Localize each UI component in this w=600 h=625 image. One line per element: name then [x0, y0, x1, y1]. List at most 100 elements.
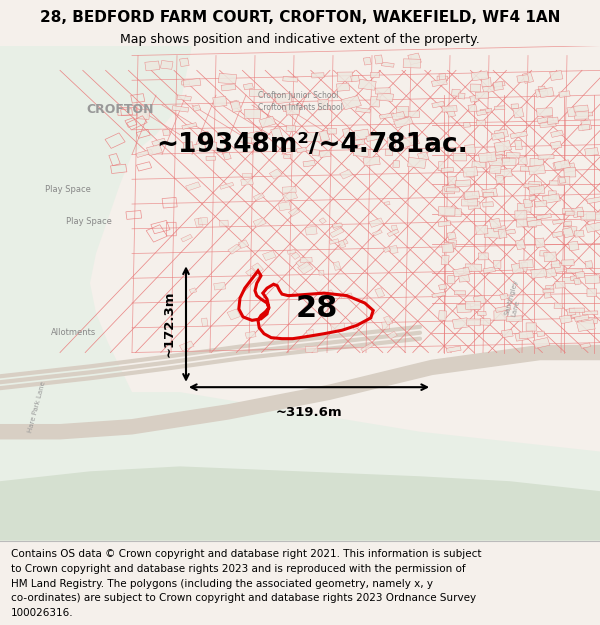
Bar — [282, 148, 292, 154]
Bar — [182, 122, 197, 129]
Bar — [543, 268, 557, 278]
Bar — [463, 167, 478, 177]
Bar — [446, 107, 455, 117]
Bar — [550, 71, 563, 81]
Bar — [577, 211, 584, 217]
Bar — [577, 112, 593, 116]
Bar — [522, 72, 533, 83]
Bar — [538, 86, 545, 91]
Bar — [446, 188, 460, 192]
Bar — [494, 141, 512, 152]
Polygon shape — [0, 466, 600, 541]
Bar — [491, 132, 505, 140]
Bar — [353, 148, 369, 157]
Bar — [227, 309, 241, 320]
Bar — [553, 162, 562, 170]
Bar — [535, 201, 547, 207]
Bar — [581, 120, 592, 130]
Bar — [550, 141, 562, 149]
Bar — [343, 128, 351, 138]
Bar — [527, 219, 542, 227]
Bar — [547, 117, 559, 124]
Bar — [562, 208, 574, 214]
Bar — [444, 242, 454, 251]
Bar — [482, 86, 494, 93]
Bar — [387, 229, 399, 237]
Bar — [476, 110, 487, 116]
Bar — [493, 81, 505, 88]
Bar — [375, 288, 385, 298]
Bar — [442, 186, 455, 194]
Bar — [286, 125, 296, 132]
Bar — [166, 222, 176, 236]
Bar — [241, 179, 253, 186]
Text: Allotments: Allotments — [51, 328, 96, 338]
Bar — [382, 322, 390, 329]
Bar — [476, 226, 488, 234]
Bar — [377, 92, 394, 101]
Text: Play Space: Play Space — [45, 184, 91, 194]
Bar — [558, 176, 570, 185]
Bar — [473, 295, 486, 305]
Bar — [494, 145, 505, 155]
Bar — [278, 202, 291, 211]
Bar — [572, 207, 584, 217]
Bar — [447, 232, 456, 239]
Bar — [513, 107, 524, 118]
Bar — [467, 171, 474, 177]
Bar — [523, 217, 537, 227]
Bar — [136, 129, 150, 138]
Bar — [520, 262, 527, 272]
Bar — [493, 261, 501, 268]
Bar — [581, 318, 598, 324]
Bar — [397, 106, 409, 117]
Bar — [136, 149, 153, 158]
Bar — [355, 139, 365, 145]
Bar — [487, 156, 500, 162]
Bar — [439, 311, 446, 321]
Bar — [238, 240, 249, 248]
Text: Contains OS data © Crown copyright and database right 2021. This information is : Contains OS data © Crown copyright and d… — [11, 549, 481, 559]
Bar — [515, 141, 523, 150]
Bar — [529, 186, 545, 194]
Bar — [201, 131, 211, 142]
Bar — [446, 346, 461, 352]
Bar — [275, 93, 292, 104]
Bar — [452, 318, 469, 329]
Bar — [327, 128, 337, 134]
Bar — [548, 191, 556, 199]
Bar — [388, 138, 396, 146]
Bar — [475, 92, 489, 99]
Bar — [432, 101, 445, 108]
Bar — [251, 263, 263, 273]
Bar — [391, 225, 397, 230]
Bar — [366, 133, 383, 141]
Bar — [442, 106, 457, 112]
Bar — [448, 176, 457, 186]
Bar — [439, 74, 446, 82]
Bar — [523, 199, 533, 208]
Bar — [489, 218, 501, 229]
Bar — [455, 180, 471, 187]
Bar — [374, 55, 383, 64]
Bar — [271, 127, 283, 139]
Bar — [183, 142, 193, 149]
Bar — [467, 305, 481, 311]
Bar — [198, 217, 208, 225]
Bar — [458, 274, 469, 282]
Bar — [118, 107, 137, 115]
Bar — [537, 331, 545, 337]
Bar — [517, 74, 529, 82]
Text: Crofton Junior School: Crofton Junior School — [258, 91, 338, 99]
Bar — [146, 144, 163, 156]
Bar — [519, 331, 533, 339]
Bar — [515, 332, 528, 341]
Bar — [463, 192, 474, 202]
Bar — [329, 239, 339, 244]
Bar — [539, 88, 554, 98]
Bar — [533, 338, 550, 348]
Bar — [242, 173, 252, 178]
Bar — [544, 288, 551, 298]
Bar — [127, 116, 147, 130]
Bar — [146, 225, 167, 242]
